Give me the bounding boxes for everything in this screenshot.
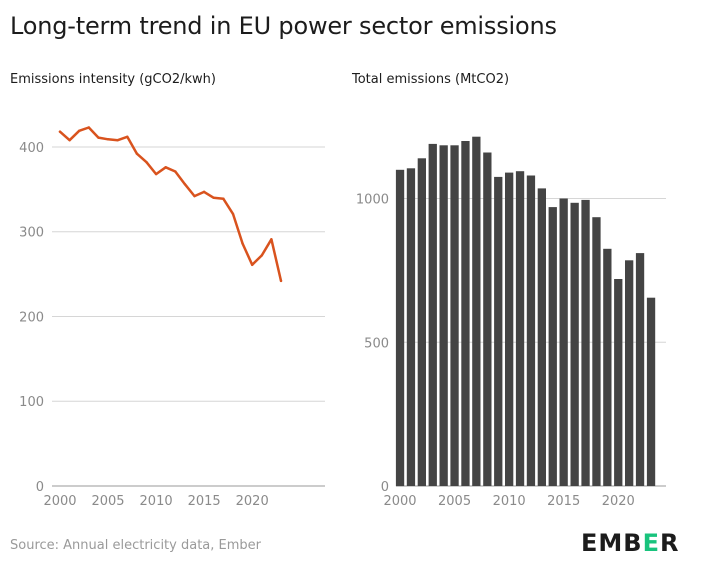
- intensity-data-point: [58, 130, 62, 133]
- ember-logo-text: EMBER: [581, 529, 679, 555]
- intensity-x-tick-label: 2015: [188, 494, 221, 509]
- intensity-data-point: [154, 172, 158, 176]
- intensity-x-tick-label: 2005: [91, 494, 124, 509]
- intensity-series-line: [58, 126, 283, 283]
- intensity-data-point: [241, 242, 244, 245]
- intensity-y-tick-label: 100: [19, 395, 44, 410]
- intensity-data-point: [106, 138, 110, 141]
- intensity-data-point: [78, 129, 81, 133]
- intensity-data-point: [97, 136, 100, 139]
- intensity-data-point: [212, 196, 215, 200]
- intensity-data-point: [250, 263, 254, 266]
- intensity-y-tick-label: 300: [19, 226, 44, 241]
- intensity-y-tick-label: 400: [19, 141, 44, 156]
- intensity-data-point: [135, 152, 139, 155]
- intensity-x-tick-label: 2020: [236, 494, 269, 509]
- intensity-data-point: [116, 138, 119, 142]
- intensity-data-point: [260, 254, 263, 257]
- intensity-x-tick-label: 2010: [140, 494, 173, 509]
- chart-title: Long-term trend in EU power sector emiss…: [10, 12, 557, 40]
- intensity-x-tick-label: 2000: [43, 494, 76, 509]
- intensity-data-point: [202, 190, 206, 194]
- intensity-y-tick-label: 200: [19, 310, 44, 325]
- intensity-data-point: [183, 183, 187, 186]
- intensity-data-point: [270, 238, 273, 241]
- intensity-data-point: [164, 166, 167, 169]
- source-note: Source: Annual electricity data, Ember: [10, 538, 261, 553]
- intensity-data-point: [279, 279, 283, 283]
- intensity-y-tick-label: 0: [36, 480, 44, 495]
- intensity-data-point: [174, 170, 177, 173]
- intensity-data-point: [68, 138, 71, 142]
- intensity-data-point: [145, 161, 148, 164]
- intensity-data-point: [126, 135, 129, 138]
- total-emissions-chart-title: Total emissions (MtCO2): [352, 72, 510, 87]
- intensity-chart-title: Emissions intensity (gCO2/kwh): [10, 72, 216, 87]
- intensity-data-point: [193, 194, 196, 198]
- intensity-data-point: [231, 212, 235, 216]
- ember-logo: EMBER: [581, 529, 679, 555]
- intensity-data-point: [222, 197, 225, 200]
- intensity-data-point: [87, 126, 91, 129]
